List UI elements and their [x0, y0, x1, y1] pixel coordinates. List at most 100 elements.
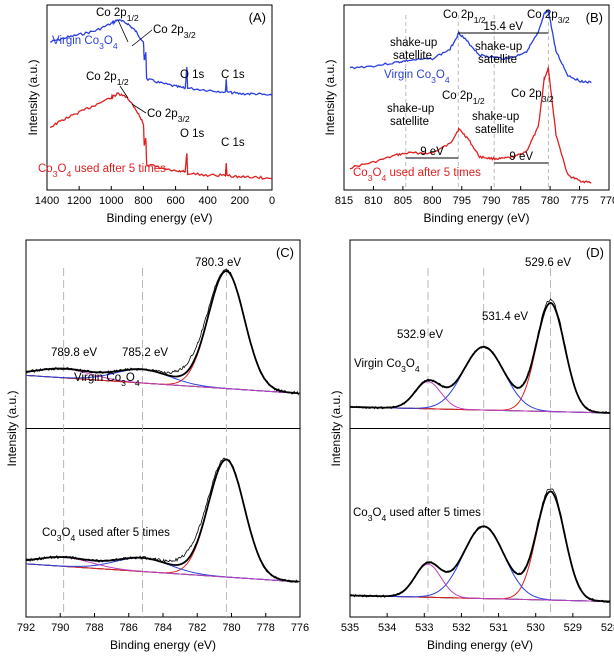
x-axis-title: Binding energy (eV) — [423, 211, 529, 225]
text-run: O — [406, 358, 415, 370]
peak-label: 532.9 eV — [397, 329, 443, 341]
x-tick-label: 528 — [601, 622, 614, 634]
raw-spectrum — [349, 488, 610, 604]
text-run: Co — [147, 108, 165, 120]
subscript: 3 — [368, 513, 373, 523]
leader-line — [131, 103, 147, 114]
panel-label: (D) — [586, 245, 604, 260]
label-virgin-co2p12: Co 2p1/2 — [443, 9, 486, 25]
text-run: Co — [511, 88, 529, 100]
panel-a: 1400 1200 1000 800 600 400 200 0 Binding energy … — [26, 4, 275, 225]
x-tick-label: 1400 — [35, 195, 59, 207]
x-tick-label: 780 — [222, 622, 240, 634]
subscript: 1/2 — [117, 77, 129, 87]
subscript: 3 — [431, 75, 436, 85]
sample-label: Virgin Co3O4 — [354, 358, 420, 374]
fit-envelope — [25, 270, 299, 395]
label-virgin-co2p12: Co 2p1/2 — [96, 7, 139, 23]
text-run: Co — [38, 163, 53, 175]
peak-label: 529.6 eV — [525, 257, 571, 269]
text-run: O — [373, 507, 382, 519]
text-run: Co — [353, 507, 368, 519]
label-satellite-word: shake-up — [387, 103, 434, 115]
y-axis-title: Intensity (a.u.) — [26, 59, 40, 135]
raw-spectrum — [25, 268, 300, 396]
label-used-co2p32: Co 2p3/2 — [511, 88, 554, 104]
series-virgin — [349, 9, 592, 84]
subscript: 3 — [401, 364, 406, 374]
subscript: 4 — [113, 41, 118, 51]
x-tick-label: 1000 — [99, 195, 123, 207]
x-tick-label: 788 — [85, 622, 103, 634]
subscript: 3/2 — [558, 15, 570, 25]
x-tick-label: 776 — [291, 622, 309, 634]
plot-frame — [343, 4, 610, 191]
x-tick-label: 800 — [423, 195, 441, 207]
raw-spectrum — [25, 457, 300, 583]
text-run: O — [436, 69, 445, 81]
text-run: Co — [153, 24, 171, 36]
text-run: O — [62, 527, 71, 539]
panel-label: (C) — [276, 245, 294, 260]
text-run: Co — [86, 71, 104, 83]
x-axis-title: Binding energy (eV) — [110, 638, 216, 652]
series-used — [349, 65, 592, 184]
subscript: 4 — [70, 533, 75, 543]
label-gap-left: 9 eV — [420, 146, 444, 158]
plot-frame — [46, 4, 273, 191]
label-virgin-co2p32: Co 2p3/2 — [153, 24, 196, 40]
x-tick-label: 792 — [17, 622, 35, 634]
label-virgin-c1s: C 1s — [221, 69, 245, 81]
subscript: 3 — [368, 173, 373, 183]
subscript: 4 — [381, 173, 386, 183]
x-tick-label: 810 — [364, 195, 382, 207]
label-satellite-word: shake-up — [390, 37, 437, 49]
panel-c: 792 790 788 786 784 782 780 778 776 Binding energ… — [5, 239, 309, 652]
text-run: 2p — [114, 7, 127, 19]
x-tick-label: 782 — [188, 622, 206, 634]
text-run: 2p — [461, 9, 474, 21]
label-used-o1s: O 1s — [180, 128, 205, 140]
sample-label: Co3O4 used after 5 times — [353, 507, 481, 523]
text-run: Co — [527, 9, 545, 21]
component-peak — [350, 346, 611, 414]
x-tick-label: 0 — [269, 195, 275, 207]
x-tick-label: 533 — [415, 622, 433, 634]
legend-virgin: Virgin Co3O4 — [384, 69, 450, 85]
label-used-co2p12: Co 2p1/2 — [442, 90, 485, 106]
x-tick-label: 780 — [541, 195, 559, 207]
raw-spectrum — [349, 298, 610, 414]
text-run: 2p — [165, 108, 178, 120]
text-run: used after 5 times — [71, 163, 166, 175]
legend-used: Co3O4 used after 5 times — [38, 163, 166, 179]
label-gap-right: 9 eV — [509, 151, 533, 163]
label-satellite-word: shake-up — [475, 41, 522, 53]
label-virgin-o1s: O 1s — [180, 69, 205, 81]
x-tick-label: 534 — [378, 622, 396, 634]
label-satellite-word: satellite — [390, 116, 429, 128]
text-run: Co — [416, 69, 431, 81]
text-run: Co — [386, 358, 401, 370]
y-axis-title: Intensity (a.u.) — [329, 390, 343, 466]
text-run: Co — [443, 9, 461, 21]
x-tick-label: 770 — [600, 195, 614, 207]
sample-label: Co3O4 used after 5 times — [42, 527, 170, 543]
subscript: 1/2 — [473, 96, 485, 106]
panel-b: 815 810 805 800 795 790 785 780 775 770 Binding en… — [323, 4, 614, 225]
panel-label: (A) — [249, 10, 266, 25]
text-run: Co — [96, 7, 114, 19]
label-used-c1s: C 1s — [221, 137, 245, 149]
y-axis-title: Intensity (a.u.) — [323, 59, 337, 135]
text-run: Co — [353, 167, 368, 179]
label-satellite-word: shake-up — [472, 111, 519, 123]
peak-label: 531.4 eV — [482, 311, 528, 323]
subscript: 3/2 — [178, 114, 190, 124]
x-tick-label: 775 — [570, 195, 588, 207]
text-run: Co — [106, 372, 121, 384]
x-tick-label: 530 — [527, 622, 545, 634]
label-used-co2p32: Co 2p3/2 — [147, 108, 190, 124]
text-run: Virgin — [74, 372, 106, 384]
component-peak — [25, 270, 299, 394]
y-axis-title: Intensity (a.u.) — [5, 390, 19, 466]
sample-label: Virgin Co3O4 — [74, 372, 140, 388]
